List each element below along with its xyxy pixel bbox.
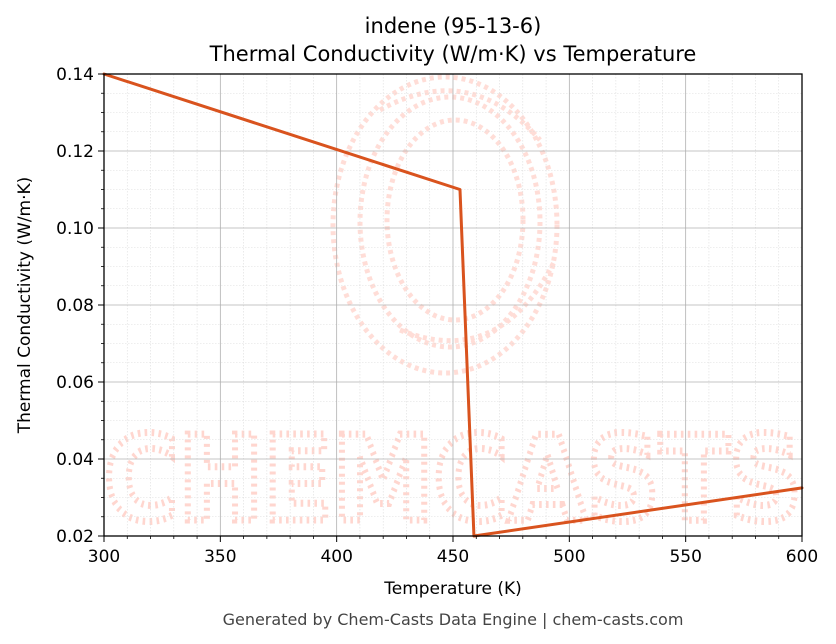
y-tick-label: 0.02	[56, 527, 94, 547]
x-axis-label: Temperature (K)	[383, 579, 522, 599]
x-tick-label: 550	[669, 547, 701, 567]
watermark-logo	[330, 74, 560, 376]
y-tick-label: 0.12	[56, 142, 94, 162]
x-axis-ticks: 300 350 400 450 500 550 600	[88, 536, 818, 567]
x-tick-label: 450	[437, 547, 469, 567]
x-tick-label: 500	[553, 547, 585, 567]
y-tick-label: 0.04	[56, 450, 94, 470]
footer-credit: Generated by Chem-Casts Data Engine | ch…	[223, 610, 684, 629]
chart-title: indene (95-13-6)	[365, 14, 542, 38]
x-tick-label: 350	[204, 547, 236, 567]
series-layer	[102, 72, 804, 538]
x-tick-label: 600	[786, 547, 818, 567]
y-tick-label: 0.10	[56, 219, 94, 239]
x-tick-label: 300	[88, 547, 120, 567]
y-axis-ticks: 0.02 0.04 0.06 0.08 0.10 0.12 0.14	[56, 65, 104, 547]
chart-subtitle: Thermal Conductivity (W/m·K) vs Temperat…	[209, 42, 697, 66]
y-tick-label: 0.08	[56, 296, 94, 316]
y-tick-label: 0.06	[56, 373, 94, 393]
series-line	[102, 72, 804, 538]
y-axis-label: Thermal Conductivity (W/m·K)	[15, 177, 35, 435]
y-tick-label: 0.14	[56, 65, 94, 85]
x-tick-label: 400	[320, 547, 352, 567]
